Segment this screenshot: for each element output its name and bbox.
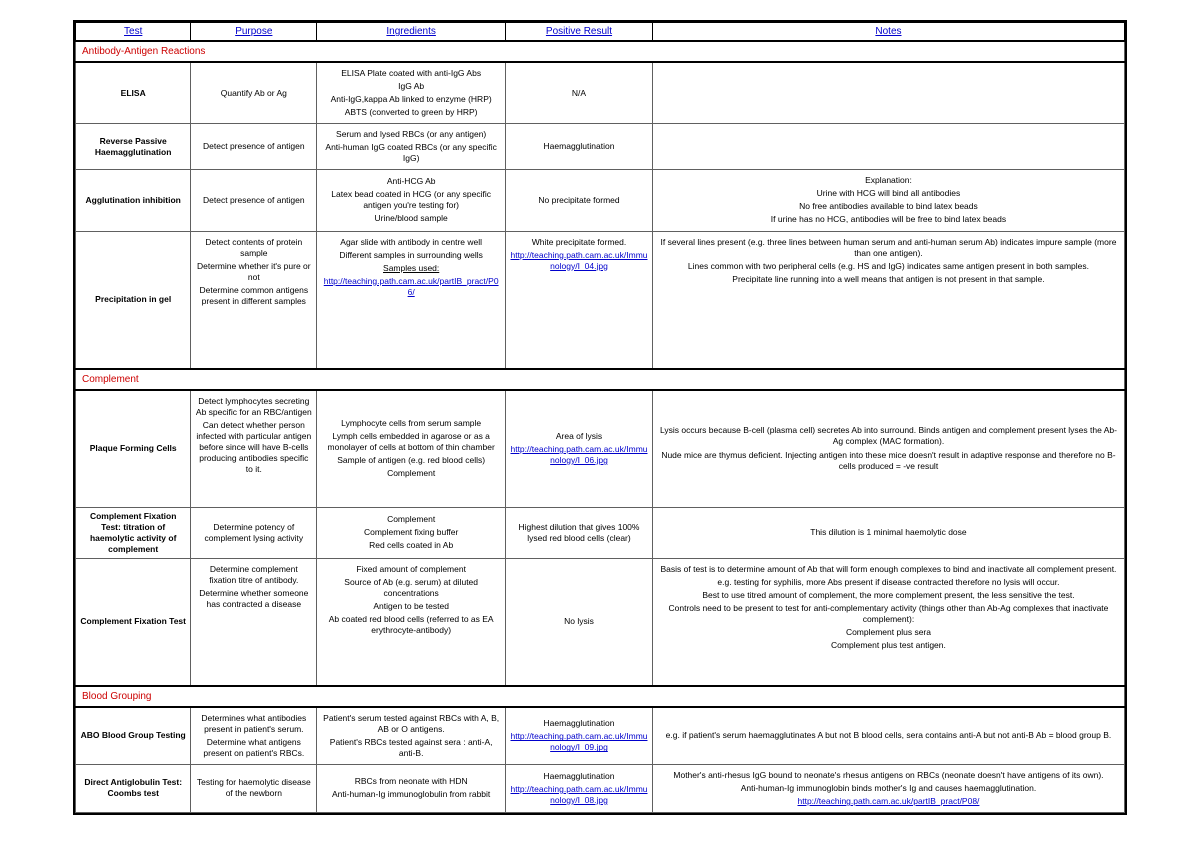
notes: Mother's anti-rhesus IgG bound to neonat…: [652, 764, 1124, 812]
purpose: Quantify Ab or Ag: [191, 62, 317, 124]
col-ingredients: Ingredients: [317, 23, 506, 42]
section-blood-grouping: Blood Grouping: [76, 686, 1125, 707]
test-name: ABO Blood Group Testing: [76, 707, 191, 765]
ingredients: Agar slide with antibody in centre well …: [317, 231, 506, 369]
test-name: Plaque Forming Cells: [76, 390, 191, 508]
positive: Haemagglutination: [506, 124, 653, 170]
notes: [652, 62, 1124, 124]
purpose: Detect presence of antigen: [191, 170, 317, 231]
test-name: Precipitation in gel: [76, 231, 191, 369]
notes: e.g. if patient's serum haemagglutinates…: [652, 707, 1124, 765]
row-elisa: ELISA Quantify Ab or Ag ELISA Plate coat…: [76, 62, 1125, 124]
notes: [652, 124, 1124, 170]
purpose: Detect lymphocytes secreting Ab specific…: [191, 390, 317, 508]
positive: N/A: [506, 62, 653, 124]
positive: Haemagglutination http://teaching.path.c…: [506, 707, 653, 765]
test-name: ELISA: [76, 62, 191, 124]
purpose: Detect contents of protein sample Determ…: [191, 231, 317, 369]
ingredients: RBCs from neonate with HDN Anti-human-Ig…: [317, 764, 506, 812]
notes: Explanation: Urine with HCG will bind al…: [652, 170, 1124, 231]
image-link[interactable]: http://teaching.path.cam.ac.uk/Immunolog…: [510, 250, 648, 272]
purpose: Determines what antibodies present in pa…: [191, 707, 317, 765]
notes: If several lines present (e.g. three lin…: [652, 231, 1124, 369]
samples-link[interactable]: http://teaching.path.cam.ac.uk/partIB_pr…: [321, 276, 501, 298]
row-cft: Complement Fixation Test Determine compl…: [76, 558, 1125, 686]
col-purpose: Purpose: [191, 23, 317, 42]
positive: No precipitate formed: [506, 170, 653, 231]
row-coombs: Direct Antiglobulin Test: Coombs test Te…: [76, 764, 1125, 812]
positive: No lysis: [506, 558, 653, 686]
col-test: Test: [76, 23, 191, 42]
test-name: Complement Fixation Test: [76, 558, 191, 686]
row-agglutination-inhibition: Agglutination inhibition Detect presence…: [76, 170, 1125, 231]
positive: Area of lysis http://teaching.path.cam.a…: [506, 390, 653, 508]
ingredients: Serum and lysed RBCs (or any antigen) An…: [317, 124, 506, 170]
header-row: Test Purpose Ingredients Positive Result…: [76, 23, 1125, 42]
notes: Lysis occurs because B-cell (plasma cell…: [652, 390, 1124, 508]
purpose: Detect presence of antigen: [191, 124, 317, 170]
ingredients: Complement Complement fixing buffer Red …: [317, 507, 506, 558]
positive: Haemagglutination http://teaching.path.c…: [506, 764, 653, 812]
notes: Basis of test is to determine amount of …: [652, 558, 1124, 686]
row-cft-titration: Complement Fixation Test: titration of h…: [76, 507, 1125, 558]
row-reverse-passive: Reverse Passive Haemagglutination Detect…: [76, 124, 1125, 170]
row-plaque-forming: Plaque Forming Cells Detect lymphocytes …: [76, 390, 1125, 508]
test-name: Reverse Passive Haemagglutination: [76, 124, 191, 170]
test-name: Agglutination inhibition: [76, 170, 191, 231]
ingredients: ELISA Plate coated with anti-IgG Abs IgG…: [317, 62, 506, 124]
row-abo: ABO Blood Group Testing Determines what …: [76, 707, 1125, 765]
section-antibody-antigen: Antibody-Antigen Reactions: [76, 41, 1125, 62]
row-precipitation-gel: Precipitation in gel Detect contents of …: [76, 231, 1125, 369]
test-name: Complement Fixation Test: titration of h…: [76, 507, 191, 558]
purpose: Determine complement fixation titre of a…: [191, 558, 317, 686]
practical-link[interactable]: http://teaching.path.cam.ac.uk/partIB_pr…: [657, 796, 1120, 807]
immunology-tests-table: Test Purpose Ingredients Positive Result…: [73, 20, 1127, 815]
positive: Highest dilution that gives 100% lysed r…: [506, 507, 653, 558]
purpose: Determine potency of complement lysing a…: [191, 507, 317, 558]
image-link[interactable]: http://teaching.path.cam.ac.uk/Immunolog…: [510, 444, 648, 466]
purpose: Testing for haemolytic disease of the ne…: [191, 764, 317, 812]
test-name: Direct Antiglobulin Test: Coombs test: [76, 764, 191, 812]
col-positive: Positive Result: [506, 23, 653, 42]
ingredients: Fixed amount of complement Source of Ab …: [317, 558, 506, 686]
section-complement: Complement: [76, 369, 1125, 390]
ingredients: Anti-HCG Ab Latex bead coated in HCG (or…: [317, 170, 506, 231]
image-link[interactable]: http://teaching.path.cam.ac.uk/Immunolog…: [510, 784, 648, 806]
ingredients: Lymphocyte cells from serum sample Lymph…: [317, 390, 506, 508]
positive: White precipitate formed. http://teachin…: [506, 231, 653, 369]
notes: This dilution is 1 minimal haemolytic do…: [652, 507, 1124, 558]
ingredients: Patient's serum tested against RBCs with…: [317, 707, 506, 765]
image-link[interactable]: http://teaching.path.cam.ac.uk/Immunolog…: [510, 731, 648, 753]
col-notes: Notes: [652, 23, 1124, 42]
